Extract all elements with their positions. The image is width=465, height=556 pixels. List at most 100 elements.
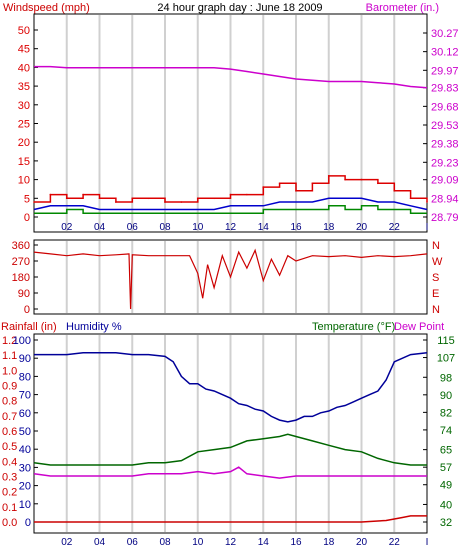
y-tick-label: 15: [18, 156, 30, 168]
series-line-rainfall: [34, 515, 427, 523]
data-point-wind-gust: [311, 182, 314, 185]
series-line-wind-gust: [34, 175, 428, 203]
data-point-wind-gust: [196, 197, 199, 200]
y-tick-label-rain: 0.3: [2, 472, 17, 484]
data-point-wind-gust: [377, 182, 379, 185]
y-tick-label-right: E: [432, 288, 439, 300]
x-tick-label: 06: [127, 222, 139, 233]
y-tick-label: 0: [24, 304, 30, 316]
y-tick-label: 5: [24, 193, 30, 205]
data-point-wind-gust: [409, 197, 412, 200]
y-tick-label: 25: [18, 119, 30, 131]
y-tick-label-right: W: [432, 256, 443, 268]
y-tick-label-humidity: 70: [19, 390, 31, 402]
y-tick-label-temperature: 90: [440, 390, 452, 402]
y-tick-label: 40: [18, 62, 30, 74]
x-tick-label: 10: [192, 537, 204, 548]
x-tick-label: 14: [258, 222, 270, 233]
data-point-wind-gust: [213, 197, 215, 200]
data-point-wind-gust: [65, 197, 68, 200]
data-point-wind-gust: [147, 197, 150, 200]
y-tick-label-rain: 1.1: [2, 350, 17, 362]
data-point-wind-gust: [33, 201, 35, 203]
y-tick-label-rain: 0.0: [2, 517, 17, 529]
y-tick-label-right: N: [432, 304, 440, 316]
y-tick-label: 20: [18, 137, 30, 149]
data-point-wind-gust: [115, 201, 117, 203]
y-tick-label-right: 29.38: [431, 139, 459, 151]
y-tick-label-temperature: 115: [437, 335, 455, 347]
temperature-label: Temperature (°F): [312, 321, 395, 333]
data-point-wind-gust: [164, 201, 166, 203]
data-point-wind-gust: [278, 182, 281, 185]
y-tick-label-humidity: 0: [25, 517, 31, 529]
x-tick-label: 18: [323, 537, 335, 548]
data-point-wind-gust: [246, 193, 248, 196]
x-tick-label: 16: [290, 537, 302, 548]
x-tick-label: 04: [94, 222, 106, 233]
x-tick-label: 20: [356, 537, 368, 548]
chart-title: 24 hour graph day : June 18 2009: [157, 2, 322, 14]
y-tick-label-right: 29.23: [431, 157, 459, 169]
x-tick-label: 08: [159, 222, 171, 233]
x-tick-label: 04: [94, 537, 106, 548]
data-point-wind-gust: [49, 193, 52, 196]
x-tick-label: 12: [225, 537, 237, 548]
barometer-label: Barometer (in.): [366, 2, 439, 14]
y-tick-label-humidity: 40: [19, 444, 31, 456]
y-tick-label-humidity: 20: [19, 481, 31, 493]
y-tick-label-humidity: 10: [19, 499, 31, 511]
y-tick-label-temperature: 57: [440, 462, 452, 474]
data-point-wind-gust: [426, 201, 428, 203]
data-point-wind-gust: [262, 186, 265, 188]
y-tick-label-temperature: 40: [440, 499, 452, 511]
y-tick-label-humidity: 80: [19, 371, 31, 383]
y-tick-label-right: 29.68: [431, 101, 459, 113]
y-tick-label-temperature: 49: [440, 480, 452, 492]
y-tick-label-right: 30.12: [431, 47, 459, 59]
y-tick-label-temperature: 65: [440, 445, 452, 457]
y-tick-label-right: 28.94: [431, 193, 459, 205]
x-tick-label: 10: [192, 222, 204, 233]
data-point-wind-gust: [131, 197, 134, 200]
y-tick-label-right: 29.09: [431, 175, 459, 187]
y-tick-label-temperature: 107: [437, 353, 455, 365]
series-line-humidity: [34, 351, 428, 423]
y-tick-label-rain: 0.1: [2, 502, 17, 514]
y-tick-label-right: 30.27: [431, 28, 459, 40]
x-tick-label: 18: [323, 222, 335, 233]
y-tick-label: 270: [12, 256, 30, 268]
y-tick-label-humidity: 100: [13, 335, 31, 347]
x-tick-label: 20: [356, 222, 368, 233]
y-tick-label-temperature: 74: [440, 425, 452, 437]
y-tick-label-right: S: [432, 272, 439, 284]
series-line-temperature: [33, 433, 427, 466]
data-point-wind-gust: [98, 197, 101, 200]
y-tick-label-rain: 0.9: [2, 381, 17, 393]
y-tick-label-rain: 0.7: [2, 411, 17, 423]
x-tick-label: 02: [61, 537, 73, 548]
data-point-wind-gust: [82, 193, 84, 196]
x-tick-label: 22: [389, 537, 401, 548]
y-tick-label-temperature: 32: [440, 517, 452, 529]
x-tick-label: 14: [258, 537, 270, 548]
x-tick-label: 02: [61, 222, 73, 233]
data-point-wind-gust: [393, 190, 396, 192]
dewpoint-label: Dew Point: [394, 321, 444, 333]
y-tick-label-rain: 1.0: [2, 365, 17, 377]
data-point-wind-gust: [360, 178, 363, 181]
y-tick-label-humidity: 60: [19, 408, 31, 420]
y-tick-label-rain: 0.4: [2, 456, 17, 468]
series-line-wind-direction: [33, 248, 428, 310]
windspeed-label: Windspeed (mph): [3, 2, 90, 14]
y-tick-label: 45: [18, 44, 30, 56]
y-tick-label-temperature: 98: [440, 372, 452, 384]
y-tick-label-rain: 0.5: [2, 441, 17, 453]
series-line-wind-average: [33, 197, 428, 211]
x-tick-label: 06: [127, 537, 139, 548]
y-tick-label-rain: 0.6: [2, 426, 17, 438]
data-point-wind-gust: [344, 178, 346, 181]
y-tick-label: 30: [18, 100, 30, 112]
